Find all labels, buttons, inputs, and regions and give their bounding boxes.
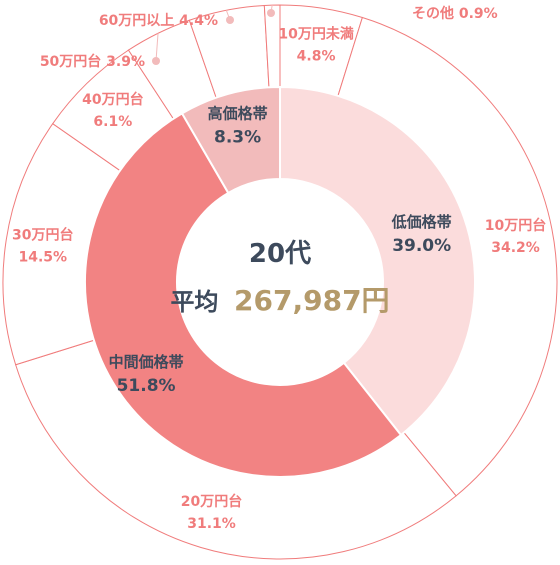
center-text: 20代 平均 267,987円	[170, 239, 389, 317]
inner-slice-2	[84, 112, 403, 478]
outer-label-8: その他 0.9%	[412, 5, 498, 22]
outer-label-3: 20万円台	[181, 493, 242, 510]
callout-dot-8	[267, 9, 275, 17]
inner-slice-3	[180, 85, 281, 195]
outer-value-1: 4.8%	[297, 49, 336, 65]
outer-label-6: 50万円台 3.9%	[40, 53, 145, 70]
slice-labels: 低価格帯 39.0% 中間価格帯 51.8% 高価格帯 8.3% 10万円未満 4.8% 10万…	[12, 5, 546, 532]
outer-value-4: 14.5%	[18, 250, 67, 266]
outer-value-5: 6.1%	[93, 114, 132, 130]
callout-line-6	[155, 33, 159, 62]
outer-label-5: 40万円台	[82, 91, 143, 108]
center-average: 平均 267,987円	[170, 284, 389, 317]
inner-value-2: 51.8%	[117, 376, 176, 396]
inner-value-3: 8.3%	[214, 128, 261, 148]
outer-value-2: 34.2%	[491, 240, 540, 256]
inner-label-2: 中間価格帯	[109, 353, 184, 371]
outer-value-3: 31.1%	[187, 516, 236, 532]
outer-label-2: 10万円台	[485, 217, 546, 234]
center-title: 20代	[249, 239, 311, 269]
inner-label-3: 高価格帯	[208, 105, 268, 123]
callout-dot-7	[226, 16, 234, 24]
average-label: 平均	[170, 288, 218, 316]
outer-label-1: 10万円未満	[278, 26, 353, 43]
average-value: 267,987円	[234, 284, 390, 317]
callout-dot-6	[152, 57, 160, 65]
inner-label-1: 低価格帯	[391, 213, 452, 231]
inner-ring	[84, 85, 476, 478]
outer-label-4: 30万円台	[12, 227, 73, 244]
inner-value-1: 39.0%	[392, 236, 451, 256]
outer-label-7: 60万円以上 4.4%	[99, 13, 218, 29]
inner-slice-1	[279, 85, 476, 437]
